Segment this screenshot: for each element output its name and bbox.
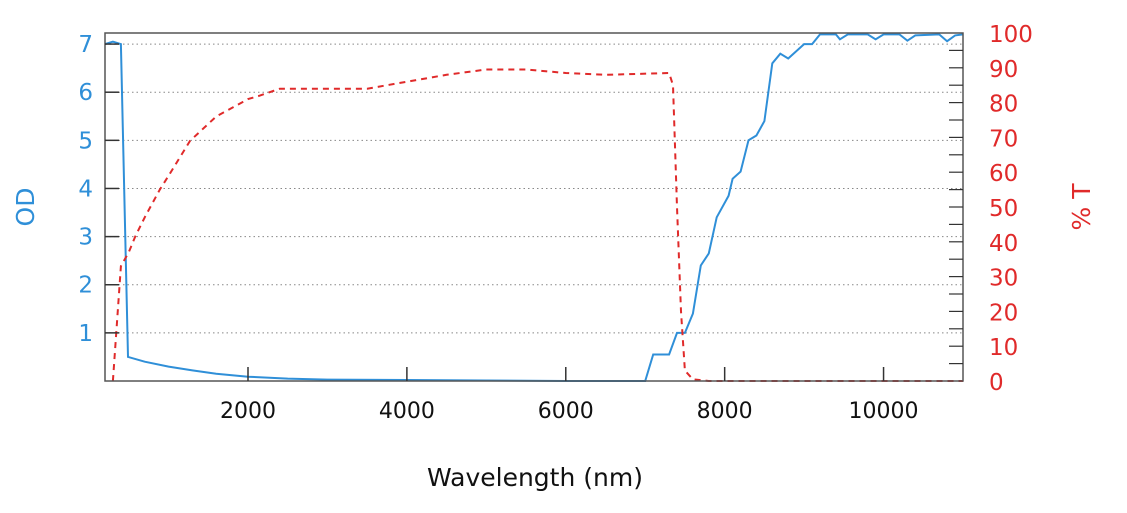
series-layer — [104, 33, 964, 382]
ticks — [105, 43, 963, 381]
y-tick-label: 3 — [78, 225, 93, 251]
x-axis-label: Wavelength (nm) — [427, 463, 643, 492]
y2-tick-label: 80 — [989, 92, 1018, 118]
y2-tick-label: 0 — [989, 370, 1004, 396]
y2-tick-label: 100 — [989, 22, 1033, 48]
x-tick-label: 4000 — [379, 399, 435, 424]
x-tick-label: 2000 — [220, 399, 276, 424]
plot-frame — [104, 32, 964, 382]
y2-tick-label: 70 — [989, 126, 1018, 152]
y-tick-label: 1 — [78, 321, 93, 347]
x-tick-label: 6000 — [538, 399, 594, 424]
y2-tick-label: 90 — [989, 57, 1018, 83]
y2-tick-label: 30 — [989, 266, 1018, 292]
x-tick-label: 8000 — [697, 399, 753, 424]
y2-tick-label: 40 — [989, 231, 1018, 257]
transmission-line — [111, 68, 963, 382]
x-tick-label: 10000 — [849, 399, 919, 424]
y-tick-label: 6 — [78, 80, 93, 106]
od-line — [104, 33, 964, 382]
y-tick-label: 7 — [78, 32, 93, 58]
y-tick-label: 5 — [78, 128, 93, 154]
y2-tick-label: 50 — [989, 196, 1018, 222]
y-tick-label: 4 — [78, 176, 93, 202]
grid — [105, 43, 963, 334]
y2-tick-label: 20 — [989, 300, 1018, 326]
y-axis-label: OD — [11, 188, 40, 227]
y-tick-label: 2 — [78, 273, 93, 299]
y2-tick-label: 60 — [989, 161, 1018, 187]
y2-tick-label: 10 — [989, 335, 1018, 361]
y2-axis-label: % T — [1067, 183, 1096, 231]
